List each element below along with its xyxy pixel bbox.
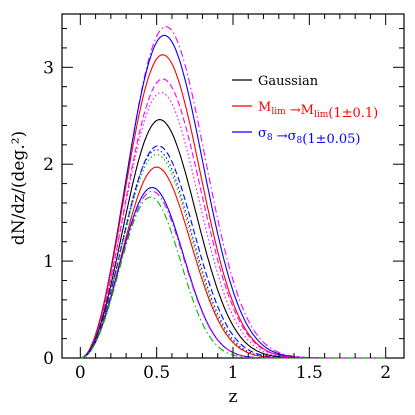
x-tick-label: 2 [380, 363, 391, 383]
series-line-1 [80, 26, 386, 359]
series-line-8 [80, 149, 386, 359]
x-tick-label: 1.5 [296, 363, 323, 383]
y-tick-label: 3 [43, 58, 54, 78]
x-axis-label: z [229, 387, 238, 407]
series-line-7 [80, 145, 386, 359]
plot-frame [61, 13, 405, 359]
series-layer [80, 26, 386, 359]
series-line-9 [80, 153, 386, 359]
x-tick-label: 0 [75, 363, 86, 383]
y-axis-label: dN/dz/(deg.²) [9, 131, 29, 245]
ticks-layer: 0 0.5 1 1.5 2 0 1 2 3 [43, 14, 404, 383]
x-tick-label: 0.5 [143, 363, 170, 383]
y-tick-label: 0 [43, 349, 54, 369]
legend: Gaussian Mlim →Mlim(1±0.1) σ8 →σ8(1±0.05) [232, 74, 378, 147]
plot-area [61, 13, 405, 359]
legend-label: σ8 →σ8(1±0.05) [258, 126, 361, 147]
legend-label: Mlim →Mlim(1±0.1) [258, 100, 378, 121]
series-line-3 [80, 54, 386, 359]
series-line-2 [80, 34, 386, 359]
legend-label: Gaussian [258, 74, 319, 89]
x-tick-label: 1 [228, 363, 239, 383]
series-line-13 [80, 196, 386, 359]
y-tick-label: 2 [43, 155, 54, 175]
y-tick-label: 1 [43, 252, 54, 272]
